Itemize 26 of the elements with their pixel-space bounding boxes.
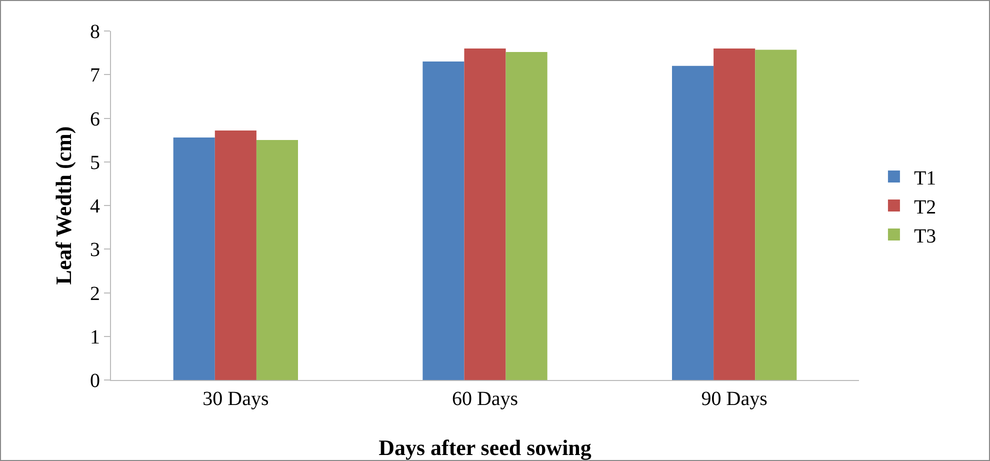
y-axis-title: Leaf Wedth (cm) xyxy=(50,126,76,285)
legend-label: T2 xyxy=(914,196,936,218)
y-tick-label: 1 xyxy=(90,326,100,348)
bar xyxy=(714,48,756,380)
bar xyxy=(214,130,256,380)
x-tick-label: 60 Days xyxy=(452,388,518,410)
bar xyxy=(506,52,548,380)
y-tick-label: 8 xyxy=(90,21,100,43)
y-tick-label: 6 xyxy=(90,108,100,130)
x-tick-label: 30 Days xyxy=(202,388,269,410)
bar xyxy=(422,62,464,380)
x-axis-title: Days after seed sowing xyxy=(378,435,592,460)
y-tick-label: 2 xyxy=(90,282,100,305)
x-tick-label: 90 Days xyxy=(701,388,768,410)
y-tick-label: 4 xyxy=(90,196,100,218)
bar xyxy=(173,137,215,380)
y-tick-label: 7 xyxy=(90,64,100,87)
legend-label: T1 xyxy=(914,167,936,190)
y-tick-label: 5 xyxy=(90,152,100,174)
bar xyxy=(755,50,797,380)
legend-label: T3 xyxy=(914,225,936,248)
y-tick-label: 3 xyxy=(90,239,100,262)
y-tick-label: 0 xyxy=(90,370,100,392)
bar xyxy=(672,66,714,380)
bar xyxy=(464,48,506,380)
bar xyxy=(256,140,298,380)
